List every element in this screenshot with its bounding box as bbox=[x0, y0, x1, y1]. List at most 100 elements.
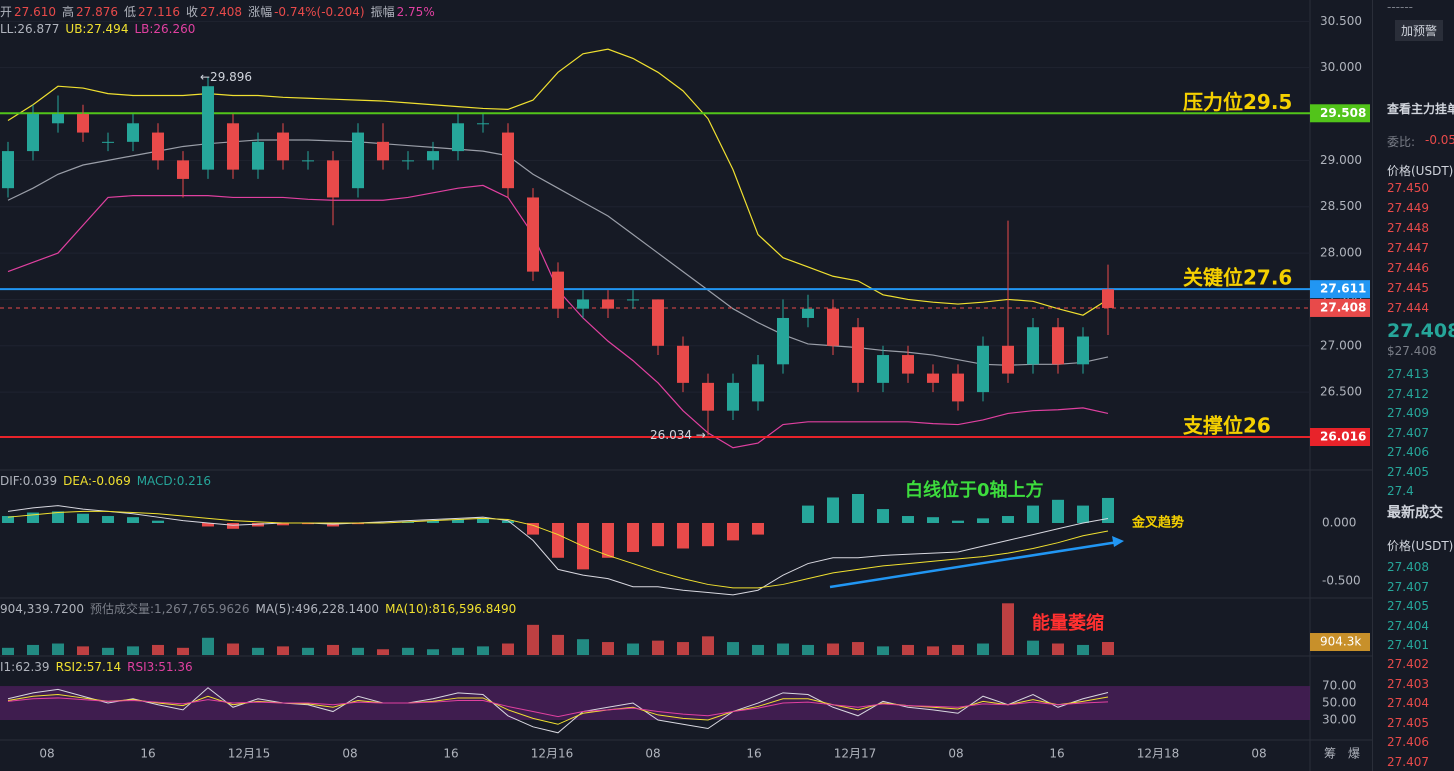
macd-bar bbox=[502, 520, 514, 523]
macd-bar bbox=[477, 518, 489, 523]
candle-body bbox=[502, 132, 514, 189]
macd-tick-label: -0.500 bbox=[1322, 573, 1361, 587]
side-text: 27.406 bbox=[1387, 445, 1429, 459]
y-tick-label: 27.000 bbox=[1320, 338, 1362, 352]
macd-bar bbox=[952, 520, 964, 523]
volume-legend: 904,339.7200 预估成交量:1,267,765.9626 MA(5):49… bbox=[0, 600, 522, 617]
header-row: 开 27.610 高 27.876 低 27.116 收 27.408 涨幅 -0.74%(-0.… bbox=[0, 3, 441, 20]
candle-body bbox=[727, 382, 739, 411]
x-tick-label: 16 bbox=[443, 747, 458, 761]
candle-body bbox=[802, 308, 814, 318]
volume-annotation: 能量萎缩 bbox=[1032, 612, 1104, 634]
volume-bar bbox=[902, 644, 914, 655]
side-text: 27.407 bbox=[1387, 425, 1429, 440]
macd-bar bbox=[252, 522, 264, 527]
x-tick-label: 12月18 bbox=[1137, 747, 1180, 761]
macd-legend: DIF:0.039 DEA:-0.069 MACD:0.216 bbox=[0, 474, 217, 488]
legend-item: MA(5):496,228.1400 bbox=[255, 602, 380, 616]
volume-bar bbox=[727, 642, 739, 655]
candle-body bbox=[827, 308, 839, 346]
volume-bar bbox=[327, 644, 339, 655]
candle-body bbox=[902, 355, 914, 374]
high-marker: ←29.896 bbox=[200, 70, 252, 84]
header-label: 收 bbox=[186, 5, 199, 19]
volume-bar bbox=[377, 649, 389, 655]
volume-bar bbox=[77, 646, 89, 655]
level-box bbox=[1310, 427, 1370, 446]
rsi-tick-label: 70.00 bbox=[1322, 679, 1356, 693]
candle-body bbox=[327, 160, 339, 198]
side-text: 27.402 bbox=[1387, 657, 1429, 671]
volume-bar bbox=[702, 636, 714, 655]
volume-bar bbox=[127, 646, 139, 655]
volume-bar bbox=[802, 644, 814, 655]
side-text: 27.444 bbox=[1387, 301, 1429, 315]
candle-body bbox=[1027, 327, 1039, 365]
macd-tick-label: 0.000 bbox=[1322, 515, 1356, 529]
side-panel: ------ 加预警 查看主力挂单 委比: -0.05 价格(USDT) 27.450 27.… bbox=[1372, 0, 1454, 771]
dif-line bbox=[7, 505, 1109, 596]
alert-button[interactable]: 加预警 bbox=[1395, 20, 1444, 41]
header-value: -0.74%(-0.204) bbox=[274, 5, 365, 19]
macd-bar bbox=[752, 522, 764, 535]
volume-bar bbox=[202, 637, 214, 655]
candle-body bbox=[677, 345, 689, 383]
header-value: 27.408 bbox=[200, 5, 243, 19]
volume-bar bbox=[827, 643, 839, 655]
macd-bar bbox=[202, 522, 214, 527]
volume-bar bbox=[1102, 642, 1114, 655]
macd-bar bbox=[677, 522, 689, 549]
level-label: 26.016 bbox=[1320, 429, 1366, 443]
macd-bar bbox=[402, 521, 414, 523]
macd-bar bbox=[52, 511, 64, 523]
header-label: 振幅 bbox=[370, 5, 395, 19]
legend-item: 904,339.7200 bbox=[0, 602, 84, 616]
candle-body bbox=[52, 114, 64, 124]
macd-bar bbox=[552, 522, 564, 558]
volume-bar bbox=[552, 634, 564, 655]
x-tick-label: 12月15 bbox=[228, 747, 271, 761]
volume-bar bbox=[752, 644, 764, 655]
volume-bar bbox=[52, 643, 64, 655]
rsi-band bbox=[0, 686, 1310, 721]
volume-bar bbox=[1052, 643, 1064, 655]
level-annotation: 支撑位26 bbox=[1183, 413, 1271, 437]
side-text: 27.406 bbox=[1387, 735, 1429, 749]
footer-label: 筹 bbox=[1324, 747, 1336, 761]
legend-item: MACD:0.216 bbox=[136, 474, 212, 488]
y-tick-label: 26.500 bbox=[1320, 385, 1362, 399]
candle-body bbox=[752, 364, 764, 402]
volume-bar bbox=[502, 643, 514, 655]
volume-bar bbox=[1077, 644, 1089, 655]
candle-body bbox=[252, 141, 264, 170]
macd-bar bbox=[727, 522, 739, 541]
candle-body bbox=[1102, 289, 1114, 308]
side-text: 27.405 bbox=[1387, 464, 1429, 479]
volume-bar bbox=[277, 646, 289, 655]
y-tick-label: 29.000 bbox=[1320, 153, 1362, 167]
macd-annotation: 白线位于0轴上方 bbox=[905, 479, 1044, 501]
legend-item: RSI3:51.36 bbox=[127, 660, 193, 674]
candle-body bbox=[927, 373, 939, 383]
header-label: 开 bbox=[0, 5, 13, 19]
side-text: 价格(USDT) bbox=[1387, 539, 1454, 553]
side-text: $27.408 bbox=[1387, 344, 1437, 358]
side-text: 最新成交 bbox=[1387, 505, 1443, 521]
rsi-tick-label: 50.00 bbox=[1322, 696, 1356, 710]
volume-bar bbox=[1002, 603, 1014, 655]
level-annotation: 压力位29.5 bbox=[1183, 90, 1292, 114]
candle-body bbox=[277, 132, 289, 161]
candle-body bbox=[452, 123, 464, 152]
side-text: 27.405 bbox=[1387, 599, 1429, 613]
volume-bar bbox=[352, 647, 364, 655]
x-tick-label: 12月16 bbox=[531, 747, 574, 761]
candle-body bbox=[952, 373, 964, 402]
last-price-label: 27.408 bbox=[1320, 300, 1366, 314]
header-value: 27.610 bbox=[14, 5, 57, 19]
macd-bar bbox=[977, 518, 989, 523]
candle-body bbox=[152, 132, 164, 161]
macd-bar bbox=[602, 522, 614, 558]
candle-body bbox=[102, 141, 114, 143]
candle-body bbox=[77, 114, 89, 133]
last-price-box bbox=[1310, 298, 1370, 317]
